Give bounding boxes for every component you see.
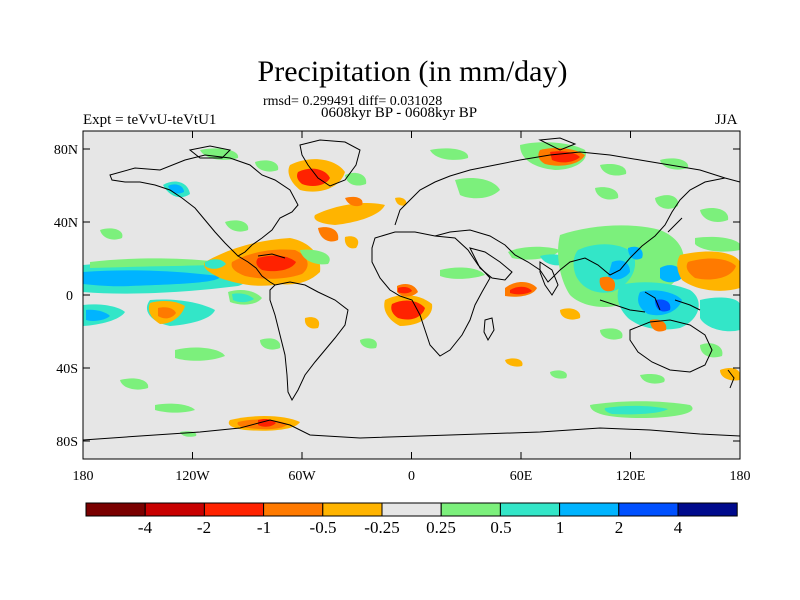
colorbar-box: [203, 502, 265, 517]
lat-label-eq: 0: [66, 289, 73, 304]
colorbar-label: 2: [615, 518, 624, 537]
colorbar-box: [499, 502, 561, 517]
colorbar-label: -0.5: [310, 518, 337, 537]
stats-subtitle: rmsd= 0.299491 diff= 0.031028: [263, 94, 443, 109]
colorbar: [85, 502, 738, 517]
lat-label-80n: 80N: [54, 143, 78, 158]
colorbar-box: [322, 502, 383, 517]
lon-label-0: 0: [408, 469, 415, 484]
colorbar-box: [618, 502, 679, 517]
lon-ticks: [82, 131, 741, 459]
colorbar-labels: -4 -2 -1 -0.5 -0.25 0.25 0.5 1 2 4: [138, 518, 683, 537]
colorbar-label: 0.5: [490, 518, 511, 537]
experiment-label: Expt = teVvU-teVtU1: [83, 112, 217, 128]
colorbar-box: [381, 502, 442, 517]
lon-axis-labels: 180 120W 60W 0 60E 120E 180: [73, 469, 751, 484]
lon-label-60w: 60W: [288, 469, 316, 484]
colorbar-label: -2: [197, 518, 211, 537]
colorbar-label: 1: [556, 518, 565, 537]
lat-label-40s: 40S: [56, 362, 78, 377]
map-title: Precipitation (in mm/day): [257, 55, 568, 88]
colorbar-box: [144, 502, 205, 517]
colorbar-box: [559, 502, 620, 517]
precipitation-field: [83, 142, 740, 437]
colorbar-box: [440, 502, 501, 517]
season-label: JJA: [715, 112, 738, 128]
colorbar-label: 0.25: [426, 518, 456, 537]
lat-axis-labels: 80N 40N 0 40S 80S: [54, 143, 78, 450]
lat-label-40n: 40N: [54, 216, 78, 231]
colorbar-box: [85, 502, 146, 517]
period-subtitle: 0608kyr BP - 0608kyr BP: [321, 105, 478, 121]
lon-label-120w: 120W: [175, 469, 210, 484]
lon-label-180w: 180: [73, 469, 94, 484]
colorbar-label: -4: [138, 518, 153, 537]
colorbar-label: 4: [674, 518, 683, 537]
colorbar-label: -0.25: [364, 518, 399, 537]
colorbar-box: [263, 502, 324, 517]
colorbar-label: -1: [257, 518, 271, 537]
coastlines: [83, 137, 740, 441]
lon-label-180e: 180: [730, 469, 751, 484]
colorbar-box: [677, 502, 738, 517]
lat-ticks: [83, 148, 740, 442]
lon-label-60e: 60E: [510, 469, 533, 484]
lon-label-120e: 120E: [616, 469, 646, 484]
lat-label-80s: 80S: [56, 435, 78, 450]
